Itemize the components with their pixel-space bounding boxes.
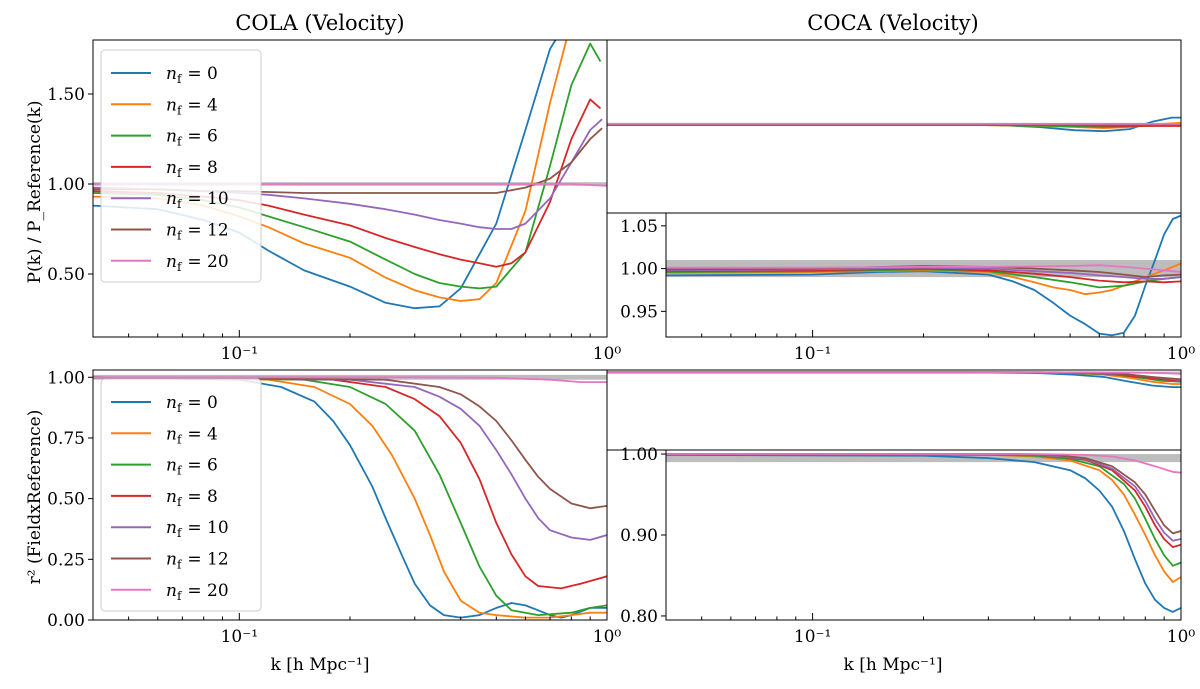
series-line-n-f-10	[666, 266, 1181, 280]
legend-bottom: nf = 0 nf = 4 nf = 6 nf = 8 nf = 10 nf = 12 nf = 20	[100, 378, 262, 612]
series-line-n-f-20	[607, 371, 1181, 375]
y-tick-label: 1.00	[620, 445, 658, 465]
xlabel-left: k [h Mpc⁻¹]	[271, 655, 370, 675]
x-tick-label: 10⁰	[593, 627, 622, 647]
panel-pk_coca	[606, 39, 1182, 214]
title-right: COCA (Velocity)	[807, 11, 978, 35]
y-tick-label: 1.00	[620, 260, 658, 280]
panel-pk_coca_zoom: 10⁻¹ 10⁰ 0.95 1.00 1.05	[620, 212, 1196, 364]
legend-label: nf = 12	[166, 550, 229, 572]
legend-label: nf = 4	[166, 424, 218, 446]
legend-label: nf = 12	[166, 221, 229, 243]
series-line-n-f-0	[93, 376, 607, 619]
series-line-n-f-20	[666, 453, 1181, 474]
y-tick-label: 1.00	[47, 368, 85, 388]
x-tick-label: 10⁰	[1167, 627, 1196, 647]
series-line-n-f-20	[666, 264, 1181, 273]
y-tick-label: 0.80	[620, 607, 658, 627]
legend-label: nf = 8	[166, 158, 218, 180]
y-tick-label: 0.50	[47, 265, 85, 285]
series-line-n-f-10	[93, 376, 607, 541]
x-tick-label: 10⁻¹	[794, 344, 831, 364]
panel-r2_coca	[606, 369, 1182, 451]
legend-label: nf = 20	[166, 252, 229, 274]
series-line-n-f-8	[93, 376, 607, 590]
series-line-n-f-6	[666, 453, 1181, 567]
ylabel-top: P(k) / P_Reference(k)	[25, 101, 45, 284]
legend-top: nf = 0 nf = 4 nf = 6 nf = 8 nf = 10 nf = 12 nf = 20	[100, 49, 262, 283]
legend-label: nf = 0	[166, 393, 218, 415]
legend-label: nf = 6	[166, 456, 218, 478]
series-line-n-f-6	[93, 376, 607, 616]
x-tick-label: 10⁰	[593, 344, 622, 364]
reference-band	[666, 454, 1181, 463]
panel-background	[607, 370, 1181, 450]
panel-background	[666, 450, 1181, 620]
y-tick-label: 0.75	[47, 429, 85, 449]
x-tick-label: 10⁻¹	[221, 627, 258, 647]
legend-label: nf = 8	[166, 487, 218, 509]
series-line-n-f-20	[93, 376, 607, 383]
y-tick-label: 1.50	[47, 85, 85, 105]
y-tick-label: 0.25	[47, 550, 85, 570]
legend-frame	[100, 49, 262, 283]
legend-label: nf = 4	[166, 95, 218, 117]
y-tick-label: 0.95	[620, 302, 658, 322]
series-line-n-f-4	[93, 376, 607, 619]
x-tick-label: 10⁻¹	[221, 344, 258, 364]
ylabel-bottom: r² (FieldxReference)	[25, 410, 45, 585]
y-tick-label: 1.05	[620, 217, 658, 237]
title-left: COLA (Velocity)	[235, 11, 404, 35]
x-tick-label: 10⁻¹	[794, 627, 831, 647]
y-tick-label: 0.00	[47, 611, 85, 631]
legend-frame	[100, 378, 262, 612]
panel-r2_coca_zoom: 10⁻¹ 10⁰ 0.80 0.90 1.00	[620, 445, 1195, 647]
legend-label: nf = 0	[166, 64, 218, 86]
legend-label: nf = 10	[166, 518, 229, 540]
xlabel-right: k [h Mpc⁻¹]	[844, 655, 943, 675]
legend-label: nf = 6	[166, 127, 218, 149]
series-line-n-f-12	[93, 376, 607, 510]
y-tick-label: 0.50	[47, 490, 85, 510]
y-tick-label: 0.90	[620, 526, 658, 546]
x-tick-label: 10⁰	[1167, 344, 1196, 364]
y-tick-label: 1.00	[47, 175, 85, 195]
series-line-n-f-0	[666, 454, 1181, 613]
legend-label: nf = 10	[166, 189, 229, 211]
legend-label: nf = 20	[166, 581, 229, 603]
